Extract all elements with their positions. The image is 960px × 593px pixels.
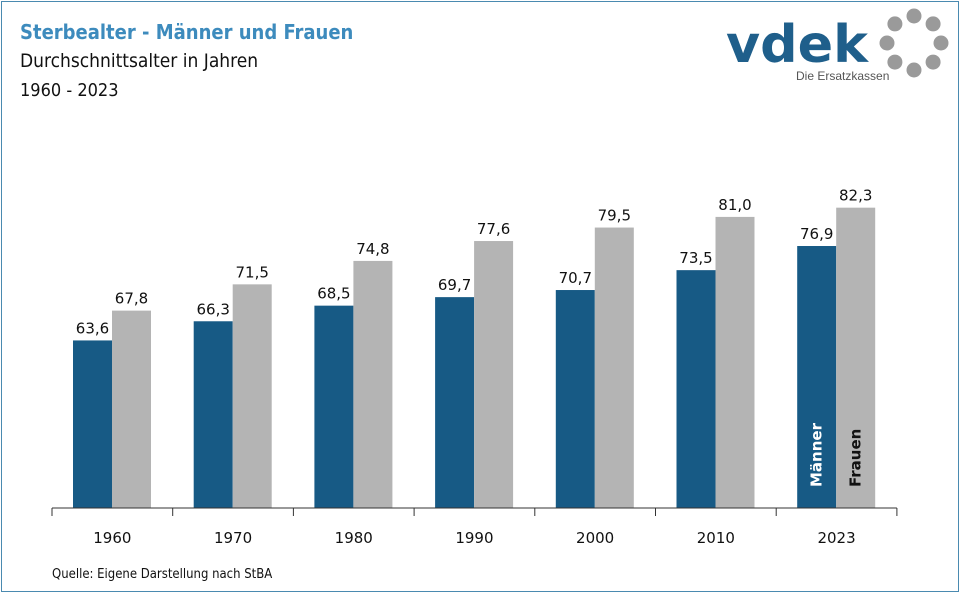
value-label-maenner-1970: 66,3	[196, 300, 229, 318]
logo-dot	[887, 16, 903, 32]
bar-maenner-1970	[193, 321, 233, 508]
value-label-frauen-1980: 74,8	[356, 240, 389, 258]
logo-dot	[906, 8, 922, 24]
x-tick-label-2010: 2010	[697, 529, 735, 547]
value-label-frauen-1960: 67,8	[115, 290, 148, 308]
bar-frauen-1960	[112, 310, 151, 508]
logo-dot	[933, 35, 949, 51]
bar-maenner-1990	[435, 297, 475, 508]
bar-maenner-2000	[555, 290, 595, 508]
bar-frauen-1990	[474, 241, 514, 509]
vdek-logo: vdek Die Ersatzkassen	[726, 8, 949, 83]
bar-frauen-2000	[594, 227, 634, 509]
x-tick-label-1970: 1970	[214, 529, 252, 547]
value-label-frauen-2000: 79,5	[598, 207, 631, 225]
logo-dot	[906, 62, 922, 78]
bar-maenner-2023	[797, 246, 837, 508]
value-label-maenner-2000: 70,7	[559, 269, 592, 287]
logo-dot	[887, 54, 903, 70]
x-tick-label-1980: 1980	[335, 529, 373, 547]
value-label-frauen-2010: 81,0	[718, 196, 751, 214]
chart-range: 1960 - 2023	[20, 80, 119, 101]
bar-maenner-2010	[676, 270, 716, 508]
bar-frauen-2023	[836, 207, 876, 509]
logo-tagline: Die Ersatzkassen	[796, 69, 889, 83]
chart-title: Sterbealter - Männer und Frauen	[20, 20, 354, 44]
logo-dot	[925, 54, 941, 70]
bar-maenner-1960	[73, 340, 112, 508]
ring-of-dots-icon	[879, 8, 949, 78]
x-tick-label-2023: 2023	[817, 529, 855, 547]
bar-maenner-1980	[314, 305, 354, 508]
value-label-frauen-2023: 82,3	[839, 187, 872, 205]
value-label-frauen-1990: 77,6	[477, 220, 510, 238]
logo-dot	[925, 16, 941, 32]
x-tick-label-1990: 1990	[455, 529, 493, 547]
chart-subtitle: Durchschnittsalter in Jahren	[20, 50, 259, 72]
x-tick-label-2000: 2000	[576, 529, 614, 547]
value-label-maenner-1990: 69,7	[438, 276, 471, 294]
source-note: Quelle: Eigene Darstellung nach StBA	[52, 567, 273, 582]
legend-label-frauen: Frauen	[847, 429, 865, 487]
bar-frauen-1970	[232, 284, 272, 508]
value-label-maenner-1960: 63,6	[76, 319, 109, 337]
bar-frauen-2010	[715, 216, 755, 508]
x-tick-label-1960: 1960	[93, 529, 131, 547]
value-label-maenner-2010: 73,5	[679, 249, 712, 267]
value-label-maenner-2023: 76,9	[800, 225, 833, 243]
logo-dot	[879, 35, 895, 51]
logo-wordmark: vdek	[726, 15, 869, 75]
value-label-frauen-1970: 71,5	[235, 263, 268, 281]
legend-label-maenner: Männer	[808, 422, 826, 487]
value-label-maenner-1980: 68,5	[317, 285, 350, 303]
bar-frauen-1980	[353, 260, 393, 508]
